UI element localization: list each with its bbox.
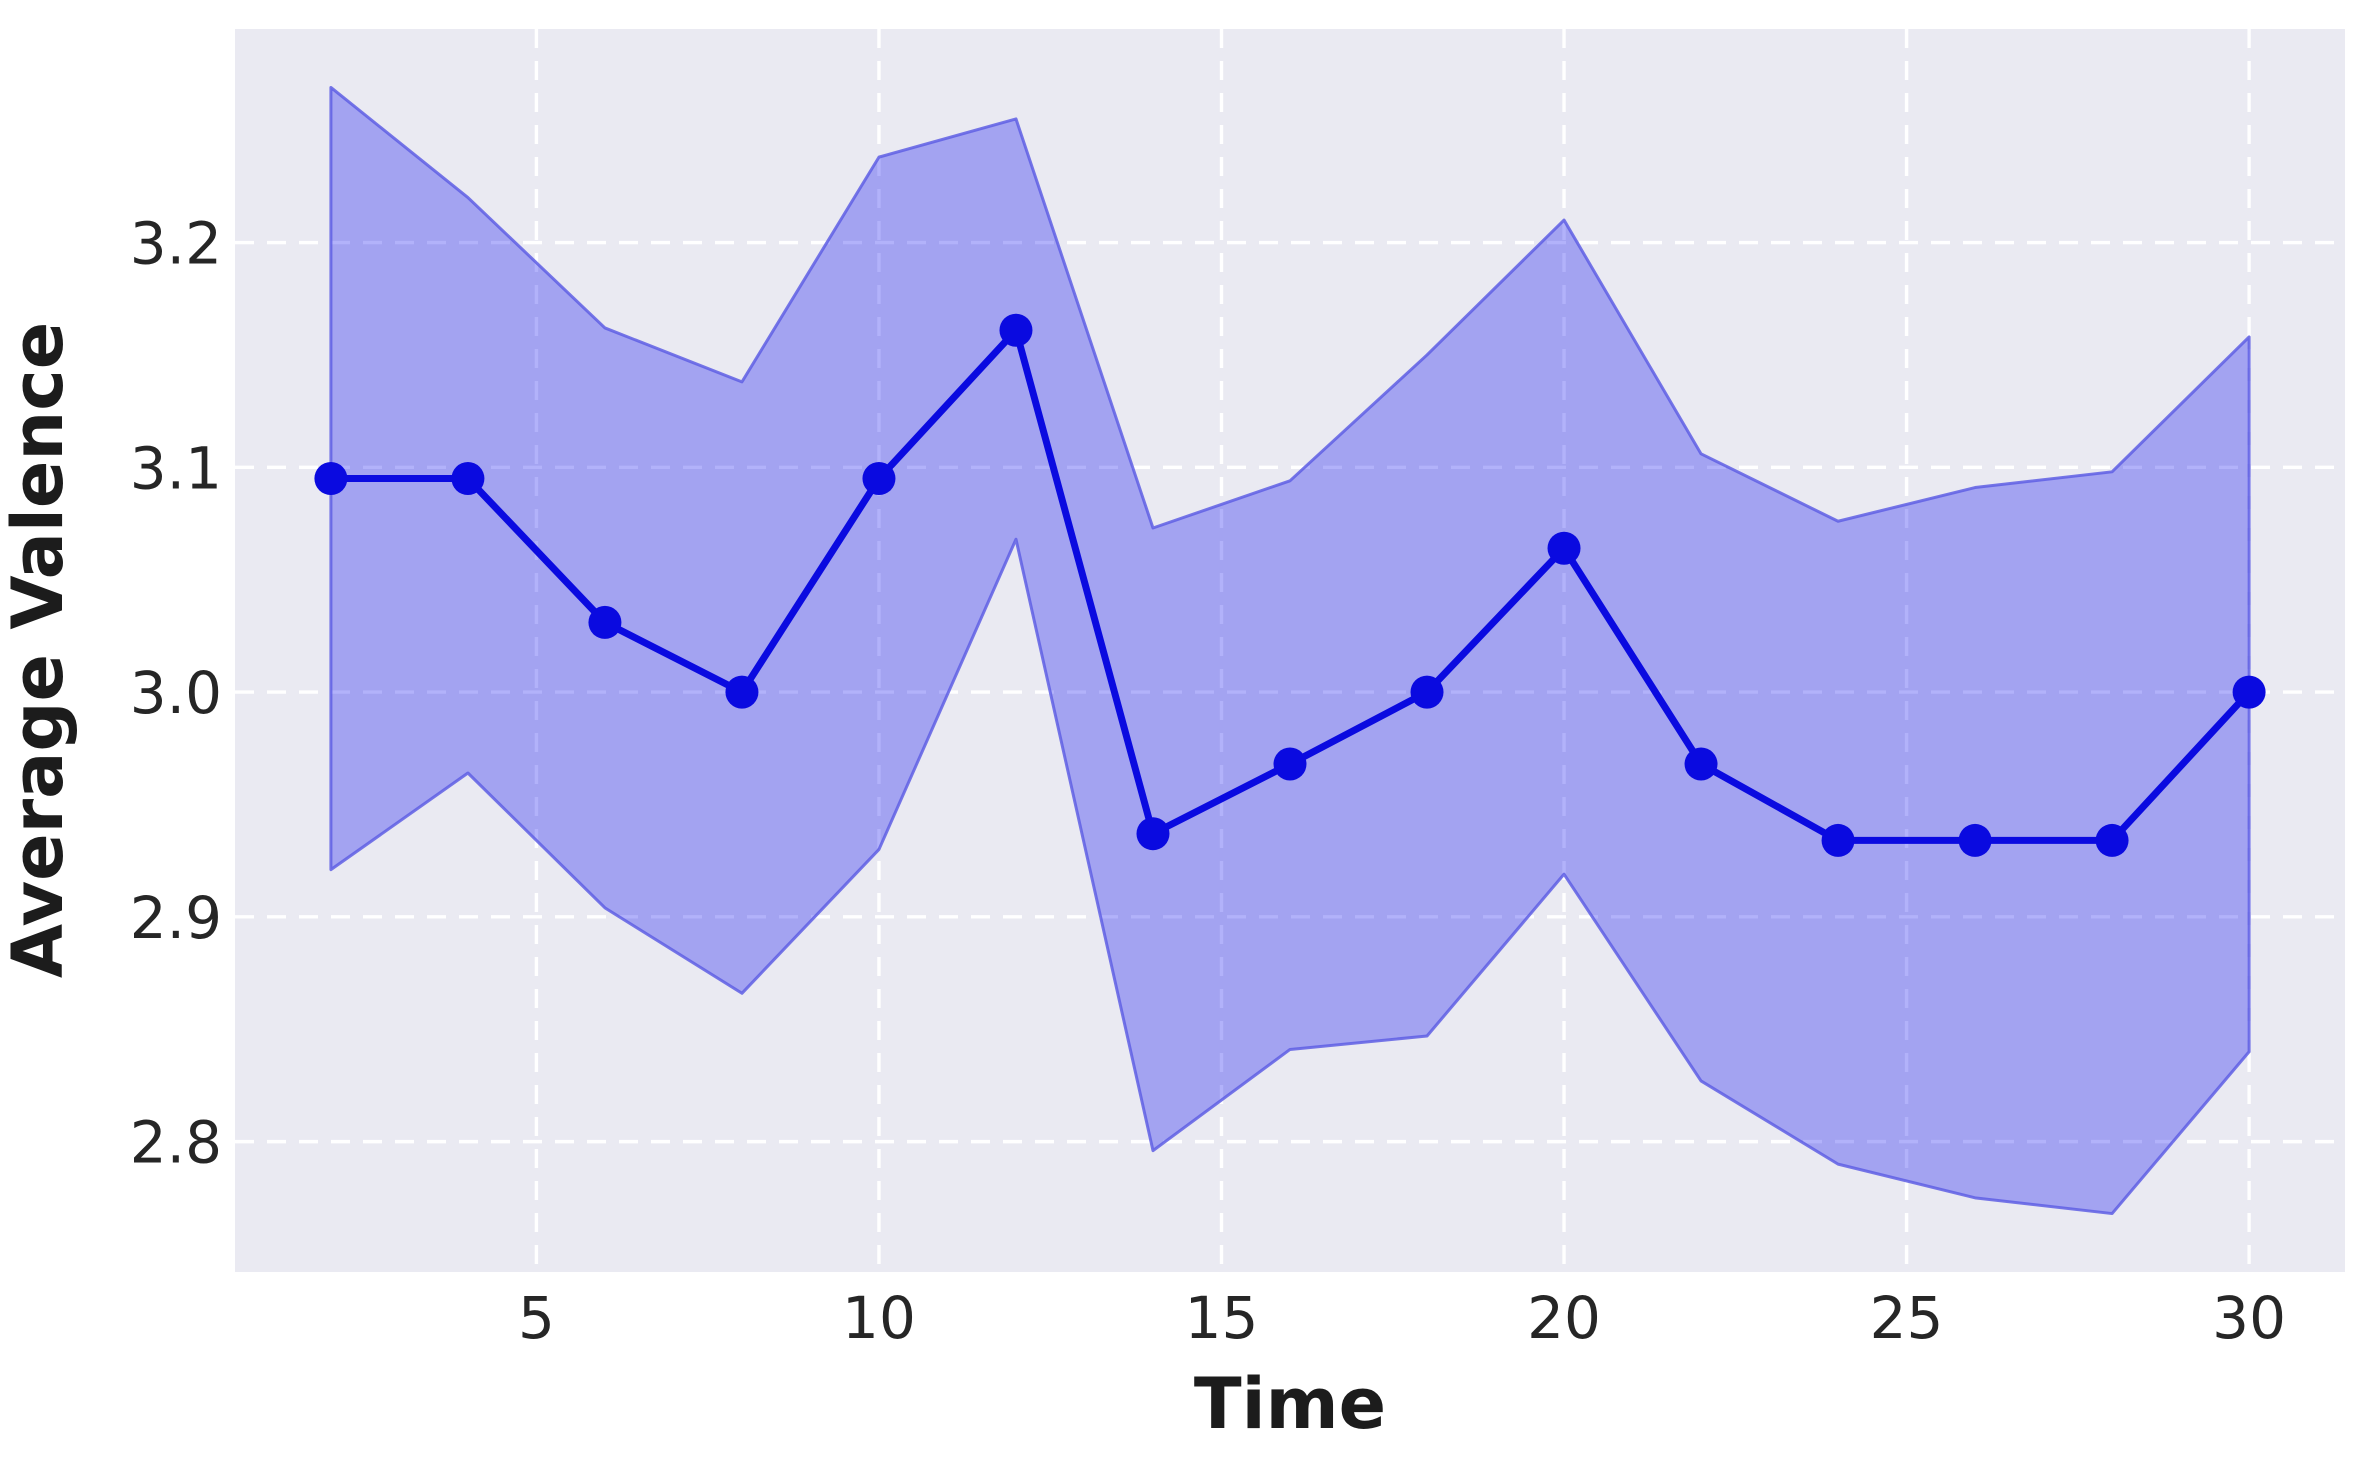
data-point-marker <box>999 313 1033 347</box>
y-tick-labels: 3.2 3.1 3.0 2.9 2.8 <box>130 210 222 1177</box>
data-point-marker <box>1136 817 1170 851</box>
data-point-marker <box>1547 531 1581 565</box>
y-tick-label: 3.1 <box>130 434 222 502</box>
y-axis-label: Average Valence <box>0 322 79 978</box>
data-point-marker <box>2095 823 2129 857</box>
data-point-marker <box>1684 747 1718 781</box>
x-tick-label: 10 <box>842 1284 916 1352</box>
data-point-marker <box>1821 823 1855 857</box>
y-tick-label: 2.8 <box>130 1109 222 1177</box>
x-tick-label: 15 <box>1185 1284 1259 1352</box>
marker-layer <box>314 313 2266 857</box>
data-point-marker <box>1410 675 1444 709</box>
x-tick-label: 25 <box>1870 1284 1944 1352</box>
confidence-band <box>329 85 2251 1216</box>
y-tick-label: 3.2 <box>130 210 222 278</box>
x-tick-labels: 5 10 15 20 25 30 <box>518 1284 2286 1352</box>
data-point-marker <box>451 462 485 496</box>
data-point-marker <box>588 605 622 639</box>
plot-area <box>235 29 2345 1272</box>
y-tick-label: 2.9 <box>130 884 222 952</box>
data-point-marker <box>862 462 896 496</box>
confidence-band-layer <box>329 85 2251 1216</box>
data-point-marker <box>1273 747 1307 781</box>
x-tick-label: 30 <box>2212 1284 2286 1352</box>
x-axis-label: Time <box>1194 1363 1386 1445</box>
x-tick-label: 5 <box>518 1284 555 1352</box>
data-point-marker <box>1958 823 1992 857</box>
y-tick-label: 3.0 <box>130 659 222 727</box>
x-tick-label: 20 <box>1527 1284 1601 1352</box>
data-point-marker <box>314 462 348 496</box>
data-point-marker <box>725 675 759 709</box>
data-point-marker <box>2232 675 2266 709</box>
